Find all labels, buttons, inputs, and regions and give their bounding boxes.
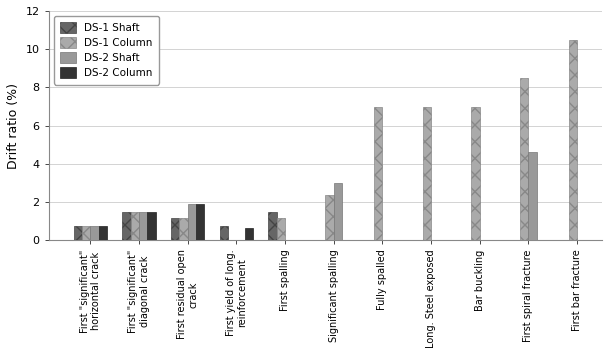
- Bar: [180, 218, 188, 240]
- Bar: [374, 106, 382, 240]
- Bar: [276, 218, 285, 240]
- Bar: [74, 226, 82, 240]
- Bar: [131, 212, 139, 240]
- Legend: DS-1 Shaft, DS-1 Column, DS-2 Shaft, DS-2 Column: DS-1 Shaft, DS-1 Column, DS-2 Shaft, DS-…: [54, 16, 159, 84]
- Bar: [90, 226, 99, 240]
- Bar: [99, 226, 107, 240]
- Bar: [471, 106, 480, 240]
- Bar: [569, 40, 577, 240]
- Bar: [520, 78, 528, 240]
- Bar: [528, 152, 537, 240]
- Bar: [245, 228, 253, 240]
- Bar: [188, 204, 196, 240]
- Bar: [325, 196, 334, 240]
- Bar: [147, 212, 155, 240]
- Bar: [171, 218, 180, 240]
- Bar: [122, 212, 131, 240]
- Bar: [220, 226, 228, 240]
- Y-axis label: Drift ratio (%): Drift ratio (%): [7, 83, 20, 169]
- Bar: [423, 106, 431, 240]
- Bar: [139, 212, 147, 240]
- Bar: [269, 212, 276, 240]
- Bar: [82, 226, 90, 240]
- Bar: [334, 183, 342, 240]
- Bar: [196, 204, 204, 240]
